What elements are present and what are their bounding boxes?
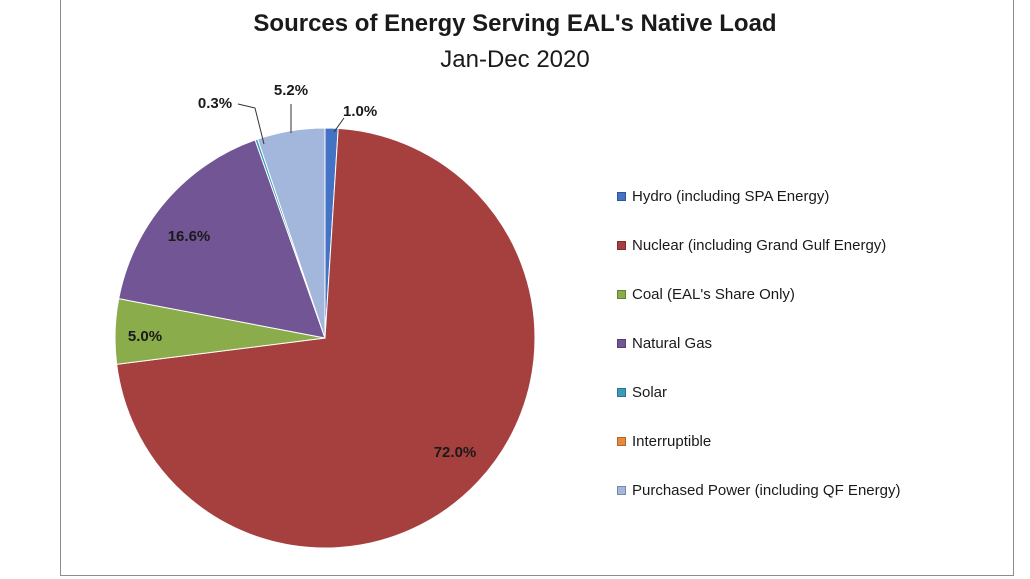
legend-item: Purchased Power (including QF Energy) bbox=[617, 480, 977, 500]
legend-swatch bbox=[617, 436, 626, 446]
data-label-7: 5.2% bbox=[274, 82, 308, 99]
data-label-3: 5.0% bbox=[128, 328, 162, 345]
chart-title: Sources of Energy Serving EAL's Native L… bbox=[253, 10, 777, 37]
pie-slice-4 bbox=[118, 139, 326, 339]
legend-swatch bbox=[617, 240, 626, 250]
legend-label: Natural Gas bbox=[632, 334, 713, 352]
legend-label: Solar bbox=[632, 383, 668, 401]
data-label-4: 16.6% bbox=[168, 228, 211, 245]
legend-item: Natural Gas bbox=[617, 333, 977, 353]
legend-swatch bbox=[617, 338, 626, 348]
leader-line-6 bbox=[237, 103, 265, 145]
legend-item: Hydro (including SPA Energy) bbox=[617, 186, 977, 206]
leader-line-1 bbox=[333, 117, 345, 133]
legend-swatch bbox=[617, 485, 626, 495]
data-label-6: 0.3% bbox=[198, 95, 232, 112]
chart-subtitle: Jan-Dec 2020 bbox=[440, 46, 590, 73]
legend-swatch bbox=[617, 289, 626, 299]
legend-label: Coal (EAL's Share Only) bbox=[632, 285, 795, 303]
legend-label: Hydro (including SPA Energy) bbox=[632, 187, 830, 205]
legend-item: Interruptible bbox=[617, 431, 977, 451]
data-label-2: 72.0% bbox=[434, 444, 477, 461]
legend-swatch bbox=[617, 191, 626, 201]
legend-item: Solar bbox=[617, 382, 977, 402]
legend-label: Nuclear (including Grand Gulf Energy) bbox=[632, 236, 887, 254]
legend-label: Interruptible bbox=[632, 432, 712, 450]
legend-item: Coal (EAL's Share Only) bbox=[617, 284, 977, 304]
legend-label: Purchased Power (including QF Energy) bbox=[632, 481, 901, 499]
legend-swatch bbox=[617, 387, 626, 397]
legend-item: Nuclear (including Grand Gulf Energy) bbox=[617, 235, 977, 255]
pie-slice-2 bbox=[116, 127, 536, 549]
data-label-1: 1.0% bbox=[343, 103, 377, 120]
